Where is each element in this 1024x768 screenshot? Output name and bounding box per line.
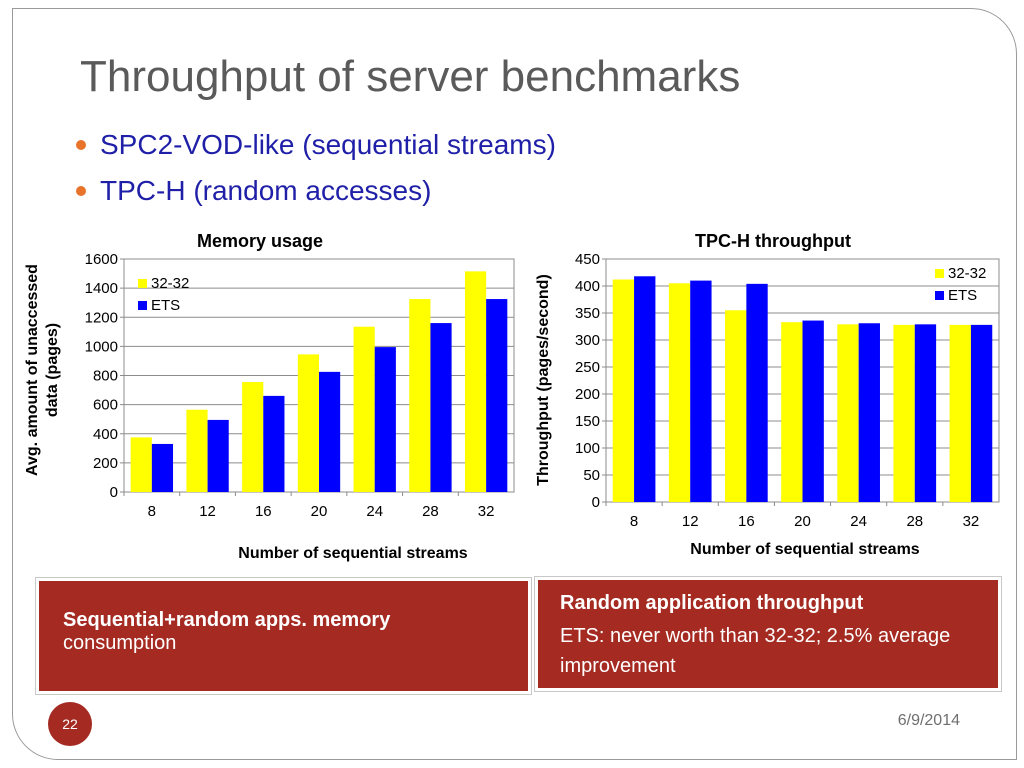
tpch-y-tick-label: 0 [592, 494, 600, 511]
tpch-legend-label: 32-32 [948, 265, 986, 282]
memory-legend-swatch-32-32 [138, 279, 147, 288]
memory-y-tick-label: 200 [93, 455, 118, 472]
memory-bar-ets [207, 419, 229, 492]
memory-y-tick-label: 1200 [85, 309, 118, 326]
tpch-x-tick-label: 24 [850, 513, 867, 530]
caption-right-text: ETS: never worth than 32-32; 2.5% averag… [560, 625, 951, 677]
memory-y-tick-label: 400 [93, 426, 118, 443]
memory-bar-ets [486, 299, 508, 492]
bullet-dot-icon [76, 186, 86, 196]
memory-bar-ets [263, 395, 285, 492]
memory-y-tick-label: 1000 [85, 338, 118, 355]
memory-bar-32-32 [464, 271, 487, 492]
tpch-bar-ets [746, 283, 768, 502]
tpch-y-axis-label: Throughput (pages/second) [535, 274, 552, 486]
memory-x-axis-label: Number of sequential streams [238, 545, 468, 562]
tpch-bar-ets [634, 276, 656, 502]
tpch-y-tick-label: 150 [575, 413, 600, 430]
page-number: 22 [62, 716, 78, 732]
tpch-x-tick-label: 12 [682, 513, 699, 530]
tpch-legend-label: ETS [948, 287, 977, 304]
memory-bar-32-32 [242, 382, 264, 492]
tpch-bar-32-32 [668, 283, 691, 502]
memory-y-axis-label-line: data (pages) [44, 323, 61, 417]
bullet-text: TPC-H (random accesses) [100, 175, 432, 206]
memory-y-axis-label: Avg. amount of unaccessed data (pages) [24, 264, 61, 476]
memory-x-tick-label: 24 [366, 503, 383, 520]
tpch-bar-ets [970, 324, 993, 502]
bullet-item: TPC-H (random accesses) [72, 172, 556, 218]
tpch-y-tick-label: 400 [575, 278, 600, 295]
tpch-bar-32-32 [725, 310, 747, 502]
memory-x-tick-label: 28 [422, 503, 439, 520]
memory-y-tick-label: 0 [110, 484, 118, 501]
memory-x-tick-label: 32 [478, 503, 495, 520]
tpch-y-tick-label: 350 [575, 305, 600, 322]
tpch-bar-32-32 [612, 279, 635, 502]
tpch-throughput-chart: 0 50 100 150 200 250 300 350 400 450 8 12 16 20 24 28 32… [535, 231, 1000, 558]
memory-legend-swatch-ets [138, 301, 147, 310]
memory-bar-ets [374, 347, 396, 492]
memory-bar-32-32 [130, 437, 152, 492]
memory-bar-32-32 [297, 354, 319, 492]
tpch-y-tick-label: 300 [575, 332, 600, 349]
tpch-x-tick-label: 8 [630, 513, 638, 530]
memory-y-tick-label: 800 [93, 368, 118, 385]
memory-x-tick-label: 12 [199, 503, 216, 520]
tpch-y-tick-label: 250 [575, 359, 600, 376]
tpch-x-axis-label: Number of sequential streams [690, 541, 920, 558]
memory-bar-ets [319, 371, 341, 492]
memory-bar-32-32 [186, 409, 208, 492]
tpch-bar-32-32 [781, 322, 803, 502]
memory-y-tick-label: 600 [93, 397, 118, 414]
slide-date: 6/9/2014 [897, 712, 960, 729]
tpch-bar-32-32 [949, 324, 971, 502]
bullet-list: SPC2-VOD-like (sequential streams) TPC-H… [72, 126, 556, 218]
tpch-bar-ets [858, 323, 880, 502]
caption-left-text: consumption [63, 632, 177, 654]
tpch-bar-32-32 [837, 324, 859, 502]
tpch-x-tick-label: 16 [738, 513, 755, 530]
memory-legend-label: ETS [151, 297, 180, 314]
tpch-bar-ets [690, 280, 712, 502]
caption-right-heading: Random application throughput [560, 592, 864, 614]
tpch-y-tick-label: 200 [575, 386, 600, 403]
memory-x-tick-label: 8 [148, 503, 156, 520]
memory-usage-chart: 0 200 400 600 800 1000 1200 1400 1600 8 12 16 20 24 28… [24, 231, 515, 562]
tpch-bar-ets [914, 324, 937, 502]
tpch-y-tick-label: 450 [575, 251, 600, 268]
memory-x-tick-label: 20 [311, 503, 328, 520]
tpch-y-tick-label: 50 [583, 467, 600, 484]
tpch-bar-32-32 [893, 324, 915, 502]
memory-x-tick-label: 16 [255, 503, 272, 520]
bullet-text: SPC2-VOD-like (sequential streams) [100, 129, 556, 160]
bullet-item: SPC2-VOD-like (sequential streams) [72, 126, 556, 172]
memory-y-tick-label: 1600 [85, 251, 118, 268]
memory-chart-title: Memory usage [197, 231, 323, 251]
tpch-x-tick-label: 32 [963, 513, 980, 530]
tpch-y-tick-label: 100 [575, 440, 600, 457]
memory-bar-ets [430, 323, 452, 492]
memory-bar-32-32 [353, 326, 375, 492]
tpch-bar-ets [802, 320, 824, 502]
bullet-dot-icon [76, 140, 86, 150]
slide-title: Throughput of server benchmarks [80, 52, 741, 101]
caption-memory-consumption: Sequential+random apps. memory consumpti… [36, 578, 531, 694]
tpch-x-tick-label: 28 [906, 513, 923, 530]
caption-random-throughput: Random application throughput ETS: never… [535, 577, 1001, 691]
caption-left-heading: Sequential+random apps. memory [63, 609, 391, 631]
memory-y-axis-label-line: Avg. amount of unaccessed [24, 264, 41, 476]
memory-bar-ets [151, 443, 174, 492]
tpch-chart-title: TPC-H throughput [695, 231, 851, 251]
tpch-legend-swatch-32-32 [935, 269, 944, 278]
tpch-x-tick-label: 20 [794, 513, 811, 530]
memory-y-tick-label: 1400 [85, 280, 118, 297]
page-number-badge: 22 [48, 702, 92, 746]
tpch-legend-swatch-ets [935, 291, 944, 300]
memory-legend-label: 32-32 [151, 275, 189, 292]
memory-bar-32-32 [409, 299, 431, 492]
